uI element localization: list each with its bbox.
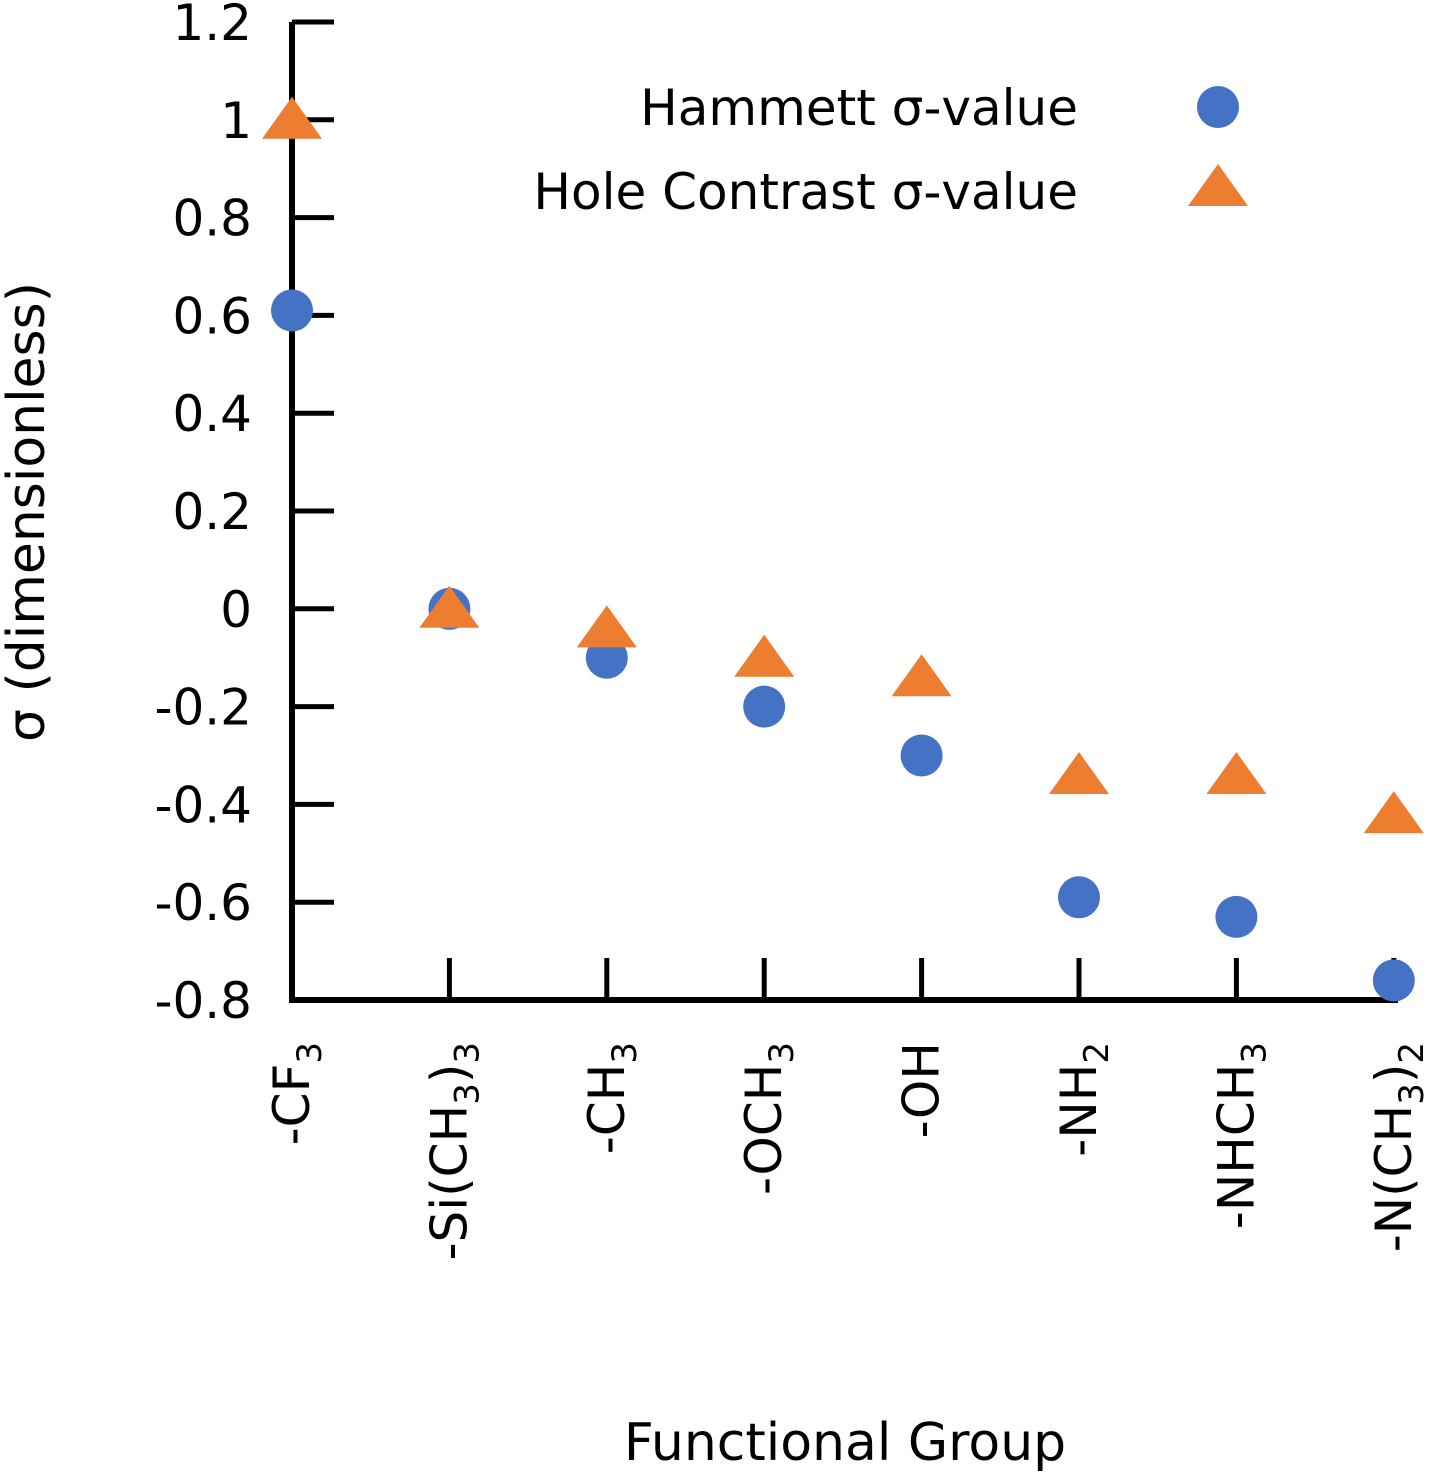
hole-contrast-point: [891, 654, 952, 697]
hammett-point: [743, 685, 786, 728]
hammett-point: [1372, 959, 1415, 1002]
x-ticks: [446, 958, 1397, 1000]
y-tick-label: 0.8: [172, 190, 252, 248]
y-tick-label: -0.8: [154, 972, 252, 1030]
y-tick-label: 1: [220, 92, 252, 150]
category-label: -NHCH3: [1207, 1042, 1274, 1229]
hammett-point: [1058, 876, 1100, 919]
y-tick-label: 0.6: [172, 287, 252, 345]
hole-contrast-point: [1363, 791, 1424, 834]
hole-contrast-point: [419, 585, 480, 628]
x-axis-title: Functional Group: [624, 1413, 1066, 1472]
category-label: -OCH3: [735, 1042, 802, 1195]
category-label: -NH2: [1050, 1042, 1117, 1157]
y-ticks: 1.2 1 0.8 0.6 0.4 0.2 0 -0.2 -0.4 -0.6 -0.8: [154, 0, 334, 1030]
y-tick-label: 0.2: [172, 483, 252, 541]
legend: Hammett σ-value Hole Contrast σ-value: [533, 79, 1248, 221]
data-points: [262, 96, 1424, 1002]
y-tick-label: -0.4: [154, 776, 252, 834]
legend-label-hammett: Hammett σ-value: [640, 79, 1078, 137]
y-axis-title: σ (dimensionless): [0, 282, 57, 742]
y-tick-label: 0.4: [172, 385, 252, 443]
hole-contrast-point: [576, 605, 637, 648]
category-label: -OH: [893, 1042, 951, 1138]
y-tick-label: 0: [220, 581, 252, 639]
hole-contrast-point: [262, 96, 322, 139]
category-label: -CH3: [578, 1042, 645, 1154]
category-labels: -CF3 -Si(CH3)3 -CH3 -OCH3 -OH -NH2 -NHCH3 -N(CH…: [263, 1042, 1432, 1261]
hole-contrast-point: [734, 634, 795, 677]
hammett-point: [271, 289, 313, 332]
y-tick-label: 1.2: [172, 0, 252, 52]
legend-marker-hammett: [1197, 86, 1239, 128]
y-tick-label: -0.6: [154, 874, 252, 932]
category-label: -Si(CH3)3: [420, 1042, 487, 1261]
hole-contrast-point: [1206, 752, 1267, 795]
hole-contrast-point: [1049, 752, 1109, 795]
category-label: -CF3: [263, 1042, 330, 1145]
hammett-point: [1215, 895, 1258, 938]
y-tick-label: -0.2: [154, 679, 252, 737]
legend-label-hole-contrast: Hole Contrast σ-value: [533, 163, 1078, 221]
category-label: -N(CH3)2: [1365, 1042, 1432, 1252]
legend-marker-hole-contrast: [1188, 164, 1248, 206]
hammett-point: [900, 734, 943, 777]
